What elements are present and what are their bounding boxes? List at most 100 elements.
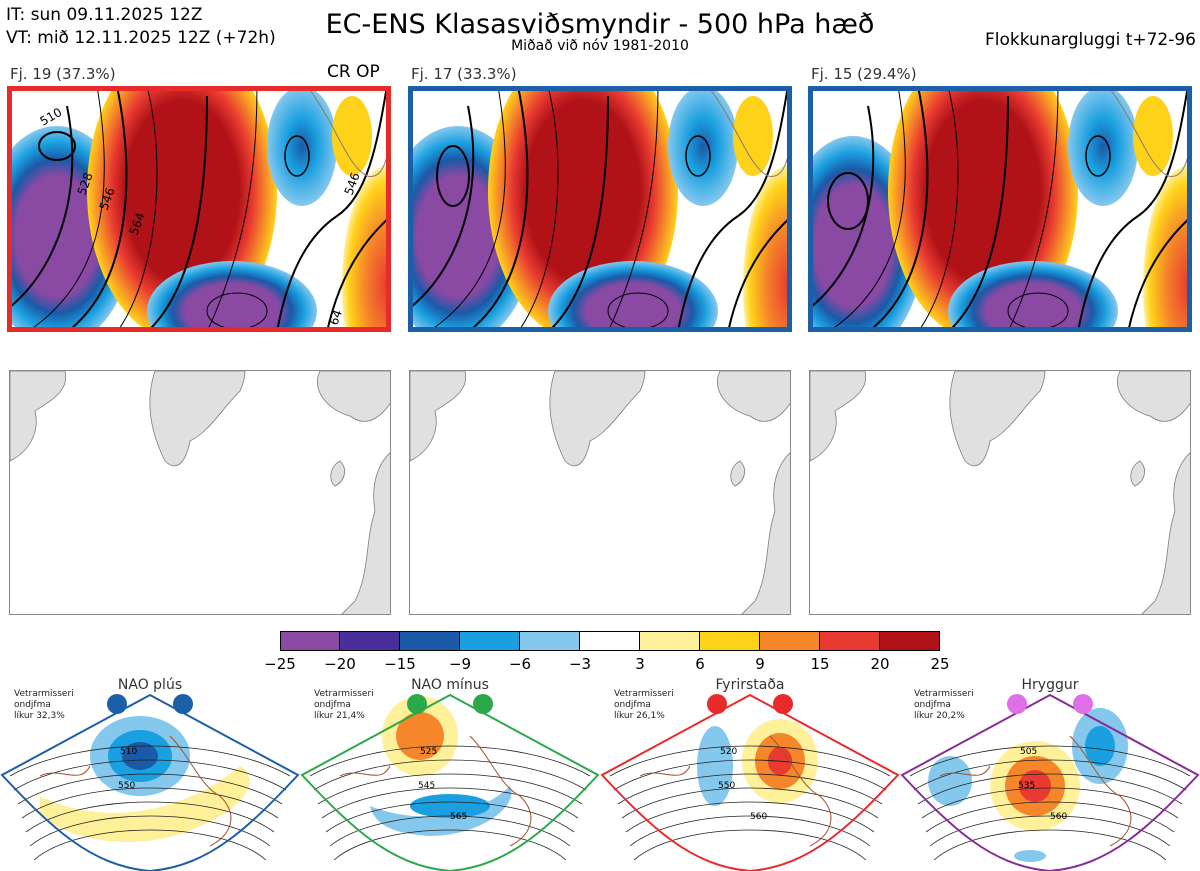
coastline	[1069, 735, 1132, 847]
regime-dot	[707, 694, 727, 714]
regime-dot	[1007, 694, 1027, 714]
contour-value-label: 565	[450, 812, 467, 822]
basemap-3	[810, 371, 1190, 614]
regime-dot	[1073, 694, 1093, 714]
regime-dot	[173, 694, 193, 714]
contour-value-label: 550	[118, 781, 135, 791]
regime-info-line: Vetrarmisseri	[314, 689, 374, 699]
height-contour	[933, 829, 1167, 861]
regime-info-line: Vetrarmisseri	[614, 689, 674, 699]
positive-anomaly	[1019, 770, 1051, 802]
basemap-panel-2	[409, 370, 791, 615]
coastline	[169, 735, 232, 847]
regime-title: Hryggur	[1021, 677, 1079, 693]
negative-anomaly	[1014, 850, 1046, 862]
coastline	[939, 765, 991, 777]
colorbar-tick-label: −3	[568, 655, 592, 673]
negative-anomaly	[410, 794, 490, 818]
height-contour	[21, 787, 279, 819]
height-contour	[317, 773, 583, 805]
colorbar-swatch	[340, 631, 400, 651]
regime-info: Vetrarmisseri ondjfma líkur 26,1%	[614, 689, 674, 722]
init-time: IT: sun 09.11.2025 12Z	[6, 5, 203, 25]
cluster-panel-2	[408, 86, 792, 332]
regime-info-line: ondjfma	[314, 700, 351, 710]
basemap-1	[10, 371, 390, 614]
height-contour	[29, 815, 271, 847]
colorbar-swatch	[580, 631, 640, 651]
colorbar-swatch	[640, 631, 700, 651]
height-contour	[313, 759, 587, 791]
regime-info: Vetrarmisseri ondjfma líkur 32,3%	[14, 689, 74, 722]
height-contour	[909, 745, 1191, 777]
colorbar-swatch	[700, 631, 760, 651]
height-contour	[613, 759, 887, 791]
regime-info-line: líkur 20,2%	[914, 711, 965, 721]
positive-anomaly	[40, 766, 250, 843]
cluster-panel-1: 510 528 546 564 546 64	[7, 86, 391, 332]
colorbar-tick-label: 6	[695, 655, 705, 673]
height-contour	[309, 745, 591, 777]
height-contour	[625, 801, 875, 833]
regime-dot	[773, 694, 793, 714]
contour-value-label: 520	[720, 747, 737, 757]
valid-time: VT: mið 12.11.2025 12Z (+72h)	[6, 28, 276, 48]
regime-info-line: ondjfma	[14, 700, 51, 710]
basemap-panel-3	[809, 370, 1191, 615]
basemap-panel-1	[9, 370, 391, 615]
regime-info-line: líkur 21,4%	[314, 711, 365, 721]
colorbar-swatch	[400, 631, 460, 651]
colorbar-tick-label: −6	[508, 655, 532, 673]
cluster-label-1: Fj. 19 (37.3%)	[10, 65, 116, 83]
regime-info-line: ondjfma	[914, 700, 951, 710]
page-subtitle: Miðað við nóv 1981-2010	[511, 38, 689, 54]
basemap-2	[410, 371, 790, 614]
colorbar-swatch	[520, 631, 580, 651]
contour-value-label: 560	[1050, 812, 1067, 822]
regime-title: NAO mínus	[411, 677, 489, 693]
colorbar-swatch	[820, 631, 880, 651]
height-contour	[25, 801, 275, 833]
colorbar-tick-label: −20	[324, 655, 356, 673]
contour-value-label: 535	[1018, 781, 1035, 791]
height-contour	[629, 815, 871, 847]
colorbar-tick-label: −25	[264, 655, 296, 673]
regime-sector	[302, 695, 598, 871]
cluster-label-3: Fj. 15 (29.4%)	[811, 65, 917, 83]
height-contour	[929, 815, 1171, 847]
coastline	[769, 735, 832, 847]
colorbar-tick-label: 3	[635, 655, 645, 673]
height-contour	[609, 745, 891, 777]
colorbar-tick-label: 20	[870, 655, 890, 673]
contour-label: 64	[327, 308, 345, 327]
regime-info-line: Vetrarmisseri	[914, 689, 974, 699]
height-contour	[9, 745, 291, 777]
negative-anomaly	[370, 786, 512, 836]
colorbar-swatch	[280, 631, 340, 651]
height-contour	[913, 759, 1187, 791]
regime-map: 525 545 565	[300, 693, 600, 871]
regime-map: 505 535 560	[900, 693, 1200, 871]
colorbar-swatch	[460, 631, 520, 651]
contour-value-label: 545	[418, 781, 435, 791]
negative-anomaly	[122, 742, 158, 770]
regime-dot	[473, 694, 493, 714]
contour-value-label: 560	[750, 812, 767, 822]
contour-value-label: 525	[420, 747, 437, 757]
regime-info-line: líkur 32,3%	[14, 711, 65, 721]
cluster-frame-3	[808, 86, 1192, 332]
regime-info: Vetrarmisseri ondjfma líkur 20,2%	[914, 689, 974, 722]
coastline	[39, 765, 91, 777]
contour-value-label: 550	[718, 781, 735, 791]
colorbar-swatch	[760, 631, 820, 651]
height-contour	[333, 829, 567, 861]
height-contour	[17, 773, 283, 805]
colorbar-tick-label: 15	[810, 655, 830, 673]
negative-anomaly	[1085, 726, 1115, 766]
anomaly-map-3	[808, 86, 1192, 332]
regime-info: Vetrarmisseri ondjfma líkur 21,4%	[314, 689, 374, 722]
colorbar-tick-label: −15	[384, 655, 416, 673]
regime-dot	[107, 694, 127, 714]
coastline	[339, 765, 391, 777]
regime-info-line: líkur 26,1%	[614, 711, 665, 721]
